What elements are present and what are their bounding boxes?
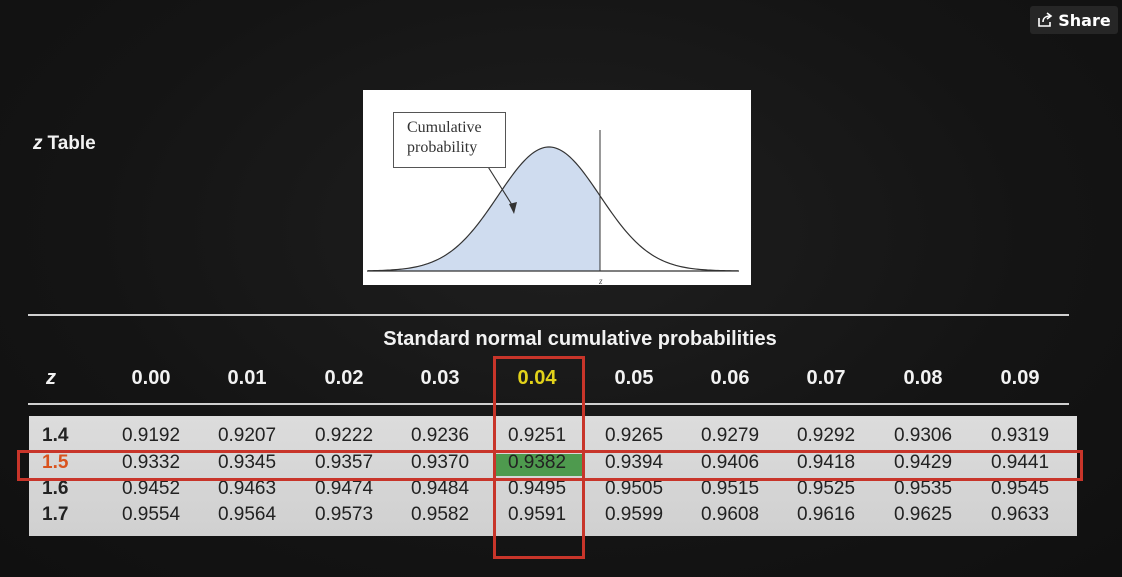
row-z-value: 1.5	[42, 452, 69, 473]
header-z: z	[46, 367, 56, 389]
table-cell: 0.9236	[410, 425, 470, 446]
table-cell: 0.9345	[217, 452, 277, 473]
header-col-3: 0.03	[420, 367, 460, 389]
share-label: Share	[1058, 10, 1111, 30]
z-axis-label: z	[598, 276, 603, 285]
table-cell: 0.9306	[893, 425, 953, 446]
table-header-rule	[28, 403, 1069, 405]
table-cell: 0.9599	[604, 504, 664, 525]
table-cell: 0.9406	[700, 452, 760, 473]
table-cell: 0.9441	[990, 452, 1050, 473]
callout-line-2: probability	[407, 139, 478, 156]
table-cell: 0.9505	[604, 478, 664, 499]
header-col-1: 0.01	[227, 367, 267, 389]
table-cell: 0.9222	[314, 425, 374, 446]
table-cell: 0.9394	[604, 452, 664, 473]
table-cell: 0.9429	[893, 452, 953, 473]
table-cell: 0.9452	[121, 478, 181, 499]
table-cell: 0.9357	[314, 452, 374, 473]
highlight-cell-bg	[496, 454, 585, 476]
table-caption: Standard normal cumulative probabilities	[383, 328, 777, 350]
table-cell: 0.9474	[314, 478, 374, 499]
row-z-value: 1.4	[42, 425, 69, 446]
header-col-6: 0.06	[710, 367, 750, 389]
header-col-4: 0.04	[517, 367, 557, 389]
z-table-title: z Table	[33, 133, 96, 155]
row-z-value: 1.6	[42, 478, 69, 499]
callout-line-1: Cumulative	[407, 119, 482, 136]
z-symbol: z	[33, 133, 43, 154]
table-body	[29, 416, 1077, 536]
table-cell: 0.9554	[121, 504, 181, 525]
table-cell: 0.9525	[796, 478, 856, 499]
header-col-9: 0.09	[1000, 367, 1040, 389]
normal-curve-figure: z Cumulative probability	[363, 90, 751, 285]
table-row: 1.6 0.9452 0.9463 0.9474 0.9484 0.9495 0.9505 0…	[0, 478, 1122, 504]
table-cell: 0.9625	[893, 504, 953, 525]
table-top-rule	[28, 314, 1069, 316]
table-cell: 0.9207	[217, 425, 277, 446]
highlight-row-box	[17, 450, 1083, 481]
table-cell: 0.9292	[796, 425, 856, 446]
table-cell: 0.9463	[217, 478, 277, 499]
table-cell: 0.9319	[990, 425, 1050, 446]
table-cell: 0.9192	[121, 425, 181, 446]
table-cell: 0.9495	[507, 478, 567, 499]
table-cell: 0.9382	[507, 452, 567, 473]
table-cell: 0.9484	[410, 478, 470, 499]
table-cell: 0.9265	[604, 425, 664, 446]
cumulative-probability-callout: Cumulative probability	[393, 112, 506, 168]
table-cell: 0.9616	[796, 504, 856, 525]
table-row: 1.7 0.9554 0.9564 0.9573 0.9582 0.9591 0.9599 0…	[0, 504, 1122, 530]
table-cell: 0.9418	[796, 452, 856, 473]
cumulative-area	[368, 147, 600, 271]
highlight-column-box	[493, 356, 585, 559]
table-row: 1.5 0.9332 0.9345 0.9357 0.9370 0.9382 0.9394 0…	[0, 452, 1122, 478]
table-cell: 0.9573	[314, 504, 374, 525]
callout-arrow	[484, 161, 515, 209]
title-text: Table	[47, 133, 96, 154]
header-col-0: 0.00	[131, 367, 171, 389]
table-cell: 0.9564	[217, 504, 277, 525]
table-cell: 0.9582	[410, 504, 470, 525]
row-z-value: 1.7	[42, 504, 69, 525]
table-cell: 0.9279	[700, 425, 760, 446]
table-cell: 0.9591	[507, 504, 567, 525]
bell-curve-line	[367, 146, 739, 272]
share-arrow-icon	[1037, 12, 1053, 28]
header-col-2: 0.02	[324, 367, 364, 389]
header-col-7: 0.07	[806, 367, 846, 389]
table-cell: 0.9332	[121, 452, 181, 473]
normal-curve-svg: z	[367, 130, 739, 285]
callout-arrowhead	[509, 202, 517, 214]
table-cell: 0.9633	[990, 504, 1050, 525]
share-button[interactable]: Share	[1030, 6, 1118, 34]
table-row: 1.4 0.9192 0.9207 0.9222 0.9236 0.9251 0.9265 0…	[0, 425, 1122, 451]
table-cell: 0.9545	[990, 478, 1050, 499]
table-cell: 0.9535	[893, 478, 953, 499]
table-cell: 0.9515	[700, 478, 760, 499]
header-col-5: 0.05	[614, 367, 654, 389]
table-header-row: z 0.00 0.01 0.02 0.03 0.04 0.05 0.06 0.0…	[0, 367, 1122, 393]
table-cell: 0.9251	[507, 425, 567, 446]
header-col-8: 0.08	[903, 367, 943, 389]
table-cell: 0.9608	[700, 504, 760, 525]
table-cell: 0.9370	[410, 452, 470, 473]
